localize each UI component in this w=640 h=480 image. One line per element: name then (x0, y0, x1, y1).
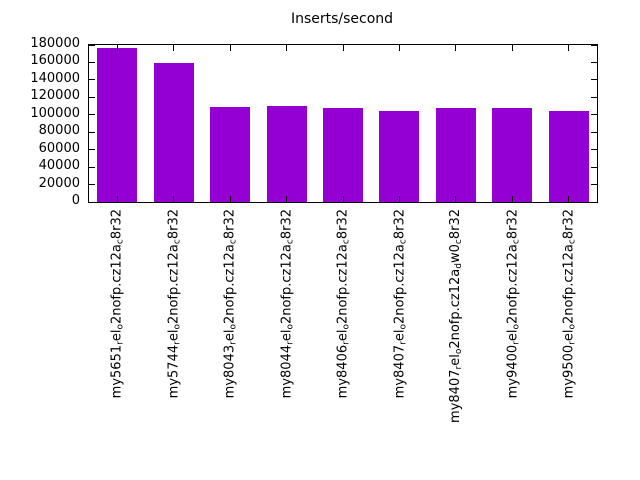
y-tick-mark (89, 61, 95, 63)
y-tick-mark (89, 166, 95, 168)
y-tick-mark (89, 44, 95, 46)
x-tick-label: my8407relo2nofp.cz12adw0c8r32 (448, 209, 465, 423)
subscript-char: c (397, 239, 408, 245)
y-tick-mark (591, 96, 597, 98)
y-tick-mark (591, 201, 597, 203)
subscript-char: o (285, 324, 296, 330)
subscript-char: o (454, 348, 465, 355)
y-tick-label: 80000 (38, 123, 80, 139)
x-tick-label: my8406relo2nofp.cz12ac8r32 (335, 209, 352, 399)
y-tick-label: 180000 (30, 36, 80, 51)
y-tick-label: 40000 (38, 158, 80, 174)
subscript-char: r (115, 341, 126, 345)
subscript-char: c (510, 239, 521, 245)
bar (210, 107, 251, 202)
subscript-char: r (567, 341, 578, 345)
subscript-char: c (115, 239, 126, 245)
x-tick-label: my9400relo2nofp.cz12ac8r32 (504, 209, 521, 399)
y-tick-mark (591, 131, 597, 133)
y-tick-mark (591, 79, 597, 81)
bar (435, 107, 476, 202)
x-tick-label: my5744relo2nofp.cz12ac8r32 (166, 209, 183, 399)
subscript-char: r (454, 365, 465, 370)
bar (548, 110, 589, 202)
x-tick-mark (116, 196, 118, 202)
chart-title: Inserts/second (290, 11, 394, 27)
y-tick-label: 100000 (30, 105, 80, 121)
x-tick-mark (229, 196, 231, 202)
x-tick-mark (511, 196, 513, 202)
y-tick-label: 60000 (38, 140, 80, 156)
x-tick-mark (511, 45, 513, 51)
y-tick-label: 140000 (30, 70, 80, 86)
subscript-char: r (172, 341, 183, 345)
bar (323, 108, 363, 202)
y-tick-mark (89, 96, 95, 98)
subscript-char: c (228, 239, 239, 245)
subscript-char: o (172, 324, 183, 330)
x-tick-mark (455, 196, 457, 202)
bar (153, 63, 194, 202)
x-tick-label: my9500relo2nofp.cz12ac8r32 (561, 209, 578, 399)
y-tick-mark (89, 79, 95, 81)
x-tick-label: my8407relo2nofp.cz12ac8r32 (391, 209, 408, 399)
x-tick-mark (173, 45, 175, 51)
y-tick-label: 160000 (30, 53, 80, 69)
y-tick-mark (591, 184, 597, 186)
subscript-char: r (285, 341, 296, 345)
x-tick-mark (229, 45, 231, 51)
subscript-char: d (454, 263, 465, 269)
y-tick-mark (591, 61, 597, 63)
subscript-char: c (285, 239, 296, 245)
bar (97, 47, 138, 202)
x-tick-mark (116, 45, 118, 51)
bar (266, 106, 307, 202)
subscript-char: o (341, 324, 352, 330)
x-tick-mark (342, 196, 344, 202)
x-tick-mark (398, 196, 400, 202)
x-tick-mark (173, 196, 175, 202)
subscript-char: c (341, 239, 352, 245)
subscript-char: r (228, 341, 239, 345)
y-tick-mark (89, 201, 95, 203)
subscript-char: o (228, 324, 239, 330)
subscript-char: o (115, 324, 126, 330)
subscript-char: r (341, 341, 352, 345)
subscript-char: r (397, 341, 408, 345)
x-tick-mark (286, 45, 288, 51)
x-tick-label: my5651relo2nofp.cz12ac8r32 (109, 209, 126, 399)
y-tick-mark (591, 149, 597, 151)
y-tick-mark (591, 44, 597, 46)
subscript-char: c (454, 239, 465, 245)
plot-area (88, 44, 598, 203)
x-tick-mark (398, 45, 400, 51)
subscript-char: c (172, 239, 183, 245)
subscript-char: o (567, 324, 578, 330)
x-tick-label: my8044relo2nofp.cz12ac8r32 (279, 209, 296, 399)
bar (379, 110, 420, 202)
subscript-char: o (397, 324, 408, 330)
y-tick-mark (89, 149, 95, 151)
x-tick-label: my8043relo2nofp.cz12ac8r32 (222, 209, 239, 399)
bar (492, 108, 533, 202)
y-tick-mark (89, 184, 95, 186)
y-tick-mark (591, 114, 597, 116)
y-tick-mark (591, 166, 597, 168)
subscript-char: c (567, 239, 578, 245)
x-tick-mark (568, 196, 570, 202)
y-tick-label: 0 (71, 193, 80, 208)
subscript-char: r (510, 341, 521, 345)
y-tick-mark (89, 114, 95, 116)
x-tick-mark (342, 45, 344, 51)
x-tick-mark (286, 196, 288, 202)
subscript-char: o (510, 324, 521, 330)
y-tick-label: 20000 (38, 175, 80, 191)
x-tick-mark (455, 45, 457, 51)
y-tick-mark (89, 131, 95, 133)
y-tick-label: 120000 (30, 88, 80, 104)
x-tick-mark (568, 45, 570, 51)
